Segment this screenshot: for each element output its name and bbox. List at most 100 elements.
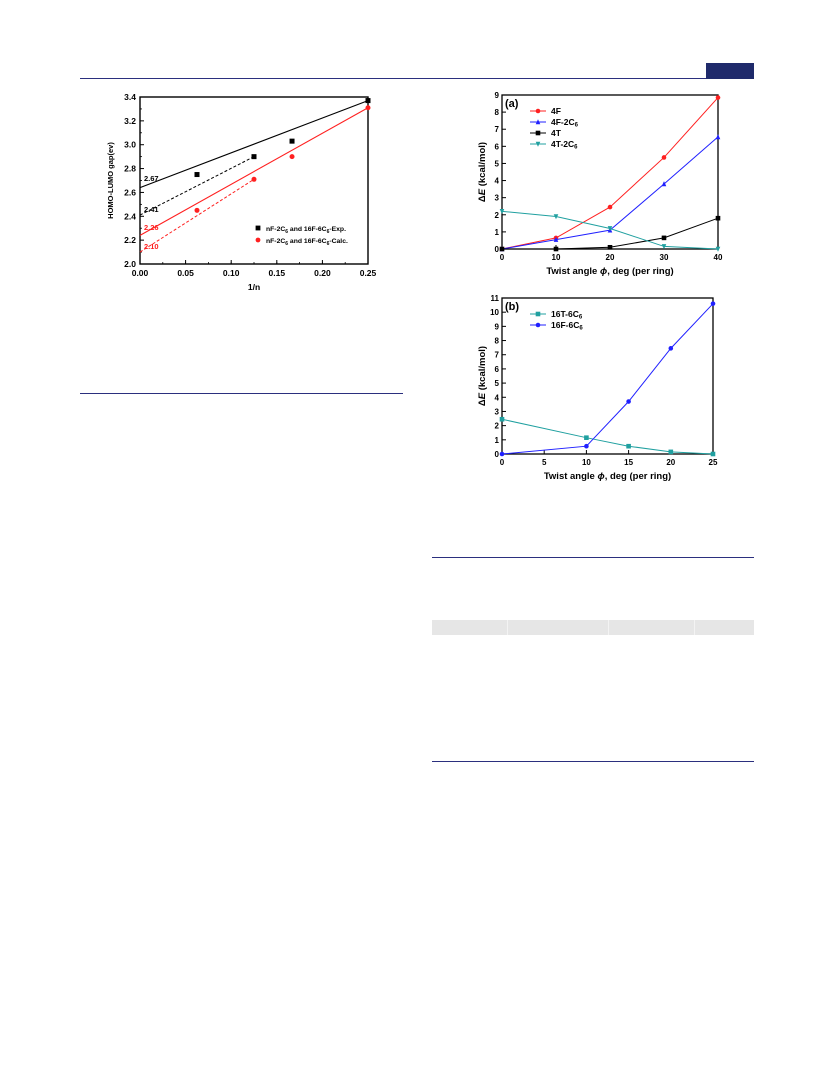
- y-tick-label: 9: [495, 322, 500, 331]
- series-line: [502, 217, 719, 250]
- data-point: [194, 207, 200, 213]
- table-top-rule: [432, 557, 754, 558]
- value-annotation: 2.10: [144, 242, 159, 251]
- legend-label-part: 4F: [551, 106, 561, 116]
- y-tick-label: 3.2: [124, 116, 136, 126]
- data-point: [715, 95, 721, 100]
- data-point: [553, 236, 559, 242]
- legend-marker: [535, 311, 541, 317]
- data-point: [661, 235, 667, 241]
- data-point: [194, 172, 200, 178]
- plot-frame: [501, 94, 719, 250]
- y-axis-label-part: E: [477, 392, 488, 399]
- homo-lumo-chart: 0.00 0.05 0.10 0.15 0.20 0.25 2.0 2.2 2.4 2.6 2.8 3…: [106, 92, 377, 292]
- table-column-separator: [608, 620, 609, 635]
- data-point: [289, 138, 295, 144]
- x-tick-label: 0.00: [132, 268, 149, 278]
- data-point: [607, 244, 613, 250]
- y-tick-label: 6: [495, 365, 500, 374]
- y-tick-label: 4: [495, 393, 500, 402]
- legend-label-part: and 16F-6C: [288, 238, 327, 245]
- data-point: [668, 449, 674, 455]
- legend-label-part: 6: [285, 229, 288, 235]
- figure-caption-rule: [80, 393, 403, 394]
- data-point: [668, 346, 674, 351]
- y-axis-label: ΔE (kcal/mol): [477, 346, 488, 406]
- legend-label: 4T-2C6: [551, 139, 578, 151]
- page-header-rule: [80, 78, 754, 79]
- x-tick-label: 0: [500, 458, 505, 467]
- legend-label-part: 4F-2C: [551, 117, 575, 127]
- y-tick-label: 0: [495, 450, 500, 459]
- y-tick-label: 3: [495, 407, 500, 416]
- x-tick-label: 10: [552, 253, 561, 262]
- legend-label-part: 6: [574, 145, 578, 151]
- fit-line: [139, 100, 369, 189]
- twist-angle-chart-b: (b) 0 5 10 15 20 25 0 1 2 3 4 5 6 7 8 9 10 11 Twist angle ϕ…: [477, 294, 718, 482]
- y-tick-label: 0: [495, 245, 500, 254]
- y-axis-label-part: (kcal/mol): [477, 142, 488, 189]
- data-point: [553, 214, 559, 220]
- data-point: [715, 215, 721, 221]
- data-point: [365, 98, 371, 104]
- data-point: [661, 181, 667, 187]
- x-axis-label-part: , deg (per ring): [605, 471, 672, 482]
- y-tick-label: 9: [495, 91, 500, 100]
- y-tick-label: 2.2: [124, 235, 136, 245]
- y-tick-label: 7: [495, 351, 500, 360]
- x-tick-label: 5: [542, 458, 547, 467]
- x-tick-label: 0.05: [177, 268, 194, 278]
- legend-marker: [535, 119, 541, 125]
- extrapolation-line: [139, 156, 255, 216]
- x-axis-label: Twist angle ϕ, deg (per ring): [546, 266, 673, 277]
- x-tick-label: 0.10: [223, 268, 240, 278]
- panel-label: (b): [505, 301, 519, 313]
- x-tick-label: 0.25: [360, 268, 377, 278]
- legend-label-part: nF-2C: [266, 238, 285, 245]
- x-tick-label: 0.20: [314, 268, 331, 278]
- value-annotation: 2.41: [144, 205, 159, 214]
- data-point: [499, 209, 505, 215]
- data-point: [289, 154, 295, 160]
- legend-label-part: nF-2C: [266, 226, 285, 233]
- data-point: [365, 105, 371, 111]
- legend-label: 4F: [551, 106, 561, 116]
- legend-label-part: 4T: [551, 128, 562, 138]
- data-point: [584, 435, 589, 440]
- y-tick-label: 1: [495, 228, 500, 237]
- legend-label-part: 6: [285, 241, 288, 247]
- y-axis-label-part: Δ: [477, 399, 488, 406]
- legend-label-part: 6: [575, 123, 579, 129]
- extrapolation-line: [139, 178, 255, 253]
- data-point: [584, 443, 589, 449]
- legend-label-part: -Calc.: [329, 238, 348, 245]
- legend-label-part: -Exp.: [329, 226, 346, 233]
- x-tick-label: 20: [606, 253, 615, 262]
- x-tick-label: 10: [582, 458, 591, 467]
- legend-label: nF-2C6 and 16F-6C6-Exp.: [266, 226, 346, 235]
- legend-marker: [535, 108, 541, 114]
- legend-label: 16F-6C6: [551, 320, 583, 332]
- y-tick-label: 11: [491, 294, 500, 303]
- x-axis-label: 1/n: [248, 282, 260, 292]
- y-tick-label: 2: [495, 211, 500, 220]
- x-axis-label-part: Twist angle: [544, 471, 598, 482]
- page-header-tab: [706, 63, 754, 79]
- legend-marker: [535, 141, 541, 147]
- series-line: [501, 303, 714, 455]
- legend-label-part: 4T-2C: [551, 139, 574, 149]
- y-axis-label-part: Δ: [477, 195, 488, 202]
- legend-label: 16T-6C6: [551, 309, 583, 321]
- y-tick-label: 8: [495, 108, 500, 117]
- legend-label-part: 16F-6C: [551, 320, 579, 330]
- x-tick-label: 0: [500, 253, 505, 262]
- twist-angle-chart-a: (a) 0 10 20 30 40 0 1 2 3 4 5 6 7 8 9 Twist angle ϕ, deg…: [477, 91, 723, 277]
- table-column-separator: [694, 620, 695, 635]
- data-point: [661, 155, 667, 160]
- y-tick-label: 10: [490, 308, 499, 317]
- y-tick-label: 2: [495, 422, 500, 431]
- data-point: [607, 204, 613, 210]
- y-axis-label-part: E: [477, 188, 488, 195]
- y-tick-label: 2.8: [124, 164, 136, 174]
- legend-label-part: and 16F-6C: [288, 226, 327, 233]
